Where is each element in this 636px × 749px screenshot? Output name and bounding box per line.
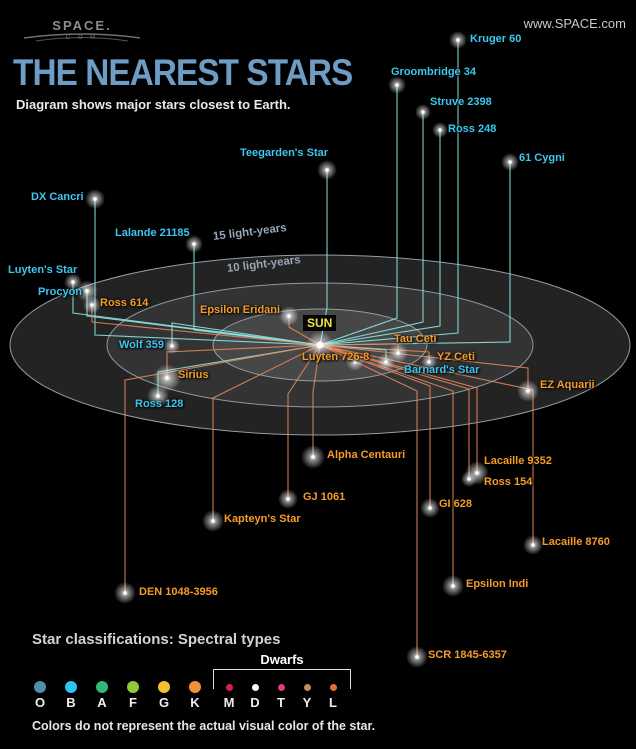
connector-groombridge-34 [319,85,398,346]
legend-letter-M: M [223,695,235,710]
star-label-groombridge-34: Groombridge 34 [391,66,476,78]
legend-dot-F [127,681,139,693]
star-label-gi-628: GI 628 [439,498,473,510]
legend-letter-F: F [129,695,137,710]
star-label-luyten-s-star: Luyten's Star [8,264,78,276]
connector-ross-248 [319,130,441,346]
star-label-gj-1061: GJ 1061 [303,491,346,503]
legend-letter-A: A [97,695,107,710]
sun-label: SUN [303,315,337,331]
star-label-61-cygni: 61 Cygni [519,152,565,164]
logo-text: SPACE. [52,18,112,33]
site-url: www.SPACE.com [523,16,626,31]
connector-alpha-centauri [312,344,321,457]
star-label-epsilon-indi: Epsilon Indi [466,578,529,590]
page-title-text: THE NEAREST STARS [13,52,353,93]
legend-dot-K [189,681,201,693]
star-label-dx-cancri: DX Cancri [31,191,84,203]
star-label-ross-614: Ross 614 [100,297,149,309]
legend-dot-B [65,681,77,693]
star-label-kruger-60: Kruger 60 [470,33,522,45]
legend-letter-B: B [66,695,76,710]
star-label-ross-128: Ross 128 [135,398,184,410]
star-label-struve-2398: Struve 2398 [430,96,492,108]
space-logo: SPACE. C O M [22,8,142,46]
star-label-ez-aquarii: EZ Aquarii [540,379,595,391]
star-label-den-1048-3956: DEN 1048-3956 [139,586,218,598]
connector-den-1048-3956 [124,344,321,593]
star-dots [64,31,543,668]
connector-kruger-60 [319,40,459,346]
legend-footnote: Colors do not represent the actual visua… [32,719,376,733]
star-label-epsilon-eridani: Epsilon Eridani [200,304,281,316]
star-label-teegarden-s-star: Teegarden's Star [240,147,328,159]
connector-ross-154 [319,344,470,479]
legend-dot-L [329,684,337,691]
legend-letter-G: G [158,695,170,710]
legend-dot-D [251,684,259,691]
connector-gj-1061 [287,344,321,499]
star-label-lacaille-9352: Lacaille 9352 [484,455,552,467]
connector-lacaille-9352 [319,344,478,473]
legend-dot-A [96,681,108,693]
star-label-sirius: Sirius [178,369,209,381]
star-label-scr-1845-6357: SCR 1845-6357 [428,649,507,661]
star-label-yz-ceti: YZ Ceti [437,351,475,363]
dwarfs-label: Dwarfs [260,652,304,667]
legend-letter-L: L [329,695,337,710]
star-label-tau-ceti: Tau Ceti [394,333,437,345]
star-label-procyon: Procyon [38,286,83,298]
star-label-ross-248: Ross 248 [448,123,497,135]
legend-dot-Y [303,684,311,691]
connector-kapteyn-s-star [212,344,321,521]
legend-dot-G [158,681,170,693]
legend-letter-Y: Y [302,695,312,710]
star-label-kapteyn-s-star: Kapteyn's Star [224,513,301,525]
legend-letter-O: O [34,695,46,710]
legend-dot-M [225,684,233,691]
connector-epsilon-indi [319,344,454,586]
legend-letter-K: K [190,695,200,710]
star-label-wolf-359: Wolf 359 [119,339,165,351]
star-label-barnard-s-star: Barnard's Star [404,364,480,376]
connector-dx-cancri [94,199,321,346]
star-label-lacaille-8760: Lacaille 8760 [542,536,610,548]
page-title: THE NEAREST STARS [13,52,390,94]
logo-subtext: C O M [65,35,99,41]
legend-dot-T [277,684,285,691]
page-subtitle: Diagram shows major stars closest to Ear… [16,97,291,112]
legend-title: Star classifications: Spectral types [32,631,281,648]
legend-letter-D: D [250,695,260,710]
star-label-alpha-centauri: Alpha Centauri [327,449,406,461]
star-label-ross-154: Ross 154 [484,476,533,488]
logo-swoosh-icon [23,33,141,42]
star-label-lalande-21185: Lalande 21185 [115,227,190,239]
connector-struve-2398 [319,112,424,346]
star-label-luyten-726-8: Luyten 726-8 [302,351,370,363]
dwarfs-bracket [213,669,351,689]
legend-dot-O [34,681,46,693]
legend-letter-T: T [277,695,285,710]
